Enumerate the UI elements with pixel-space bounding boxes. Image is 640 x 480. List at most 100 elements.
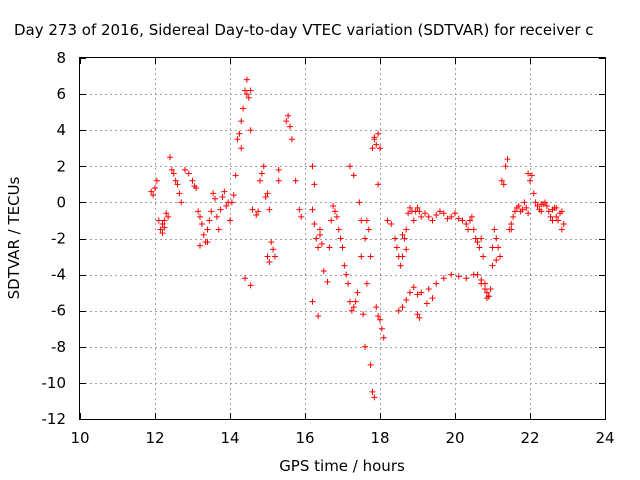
data-point	[502, 163, 509, 170]
data-point	[255, 208, 262, 215]
data-point	[362, 235, 368, 242]
data-point	[373, 304, 380, 311]
data-point	[403, 226, 410, 233]
data-point	[399, 231, 406, 238]
data-point	[311, 221, 318, 228]
data-point	[189, 177, 196, 184]
x-tick-label: 10	[70, 429, 89, 447]
data-point	[418, 213, 425, 220]
data-point	[315, 313, 322, 320]
data-point	[403, 246, 410, 253]
data-point	[245, 94, 252, 101]
data-point	[360, 311, 367, 318]
data-point	[478, 277, 485, 284]
data-point	[392, 235, 398, 242]
data-point	[407, 289, 413, 296]
data-point	[474, 239, 481, 246]
data-point	[510, 213, 517, 220]
data-point	[429, 295, 436, 302]
data-point	[491, 226, 498, 233]
data-point	[545, 208, 552, 215]
data-point	[365, 226, 372, 233]
data-point	[378, 325, 385, 332]
data-point	[204, 226, 211, 233]
data-point	[416, 314, 423, 321]
data-point	[292, 177, 299, 184]
data-point	[356, 199, 363, 206]
data-point	[553, 213, 560, 220]
data-point	[549, 217, 556, 224]
data-point	[347, 298, 353, 305]
data-point	[182, 166, 188, 173]
data-point	[155, 217, 162, 224]
x-tick-label: 22	[520, 429, 539, 447]
data-point	[459, 217, 466, 224]
data-point	[212, 195, 218, 202]
data-point	[288, 136, 295, 143]
data-point	[527, 177, 533, 184]
data-point	[410, 284, 417, 291]
data-point	[468, 213, 475, 220]
y-tick-label: 0	[56, 193, 66, 211]
data-point	[538, 208, 545, 215]
data-point	[178, 199, 185, 206]
data-point	[393, 244, 400, 251]
data-point	[384, 217, 391, 224]
data-point	[373, 141, 380, 148]
data-point	[238, 118, 245, 125]
data-point	[315, 244, 322, 251]
data-point	[309, 298, 316, 305]
data-point	[168, 166, 175, 173]
data-point	[213, 213, 220, 220]
data-point	[285, 112, 292, 119]
data-point	[363, 280, 370, 287]
data-point	[350, 172, 357, 179]
data-point	[330, 203, 337, 210]
data-point	[416, 208, 423, 215]
data-point	[223, 203, 230, 210]
data-point	[210, 190, 217, 197]
data-point	[534, 203, 541, 210]
data-point	[495, 244, 502, 251]
data-point	[493, 235, 500, 242]
data-point	[275, 177, 282, 184]
data-point	[348, 307, 355, 314]
data-point	[270, 246, 277, 253]
data-point	[262, 193, 269, 200]
data-point	[504, 156, 511, 163]
data-point	[371, 134, 378, 141]
data-point	[197, 242, 203, 249]
y-tick-label: -6	[51, 302, 66, 320]
data-point	[480, 253, 487, 260]
data-point	[287, 123, 293, 130]
data-point	[318, 240, 325, 247]
axis-ticks	[80, 58, 606, 420]
data-point	[200, 231, 207, 238]
data-point	[377, 145, 383, 152]
data-point	[309, 206, 316, 213]
data-point	[414, 311, 421, 318]
data-point	[345, 280, 352, 287]
data-point	[185, 170, 192, 177]
data-point	[547, 213, 554, 220]
data-point	[418, 289, 425, 296]
data-point	[165, 213, 172, 220]
data-point	[206, 217, 213, 224]
data-point	[204, 239, 211, 246]
data-point	[399, 304, 406, 311]
data-point	[243, 91, 250, 98]
data-point	[367, 253, 374, 260]
data-point	[333, 213, 340, 220]
data-point	[195, 208, 202, 215]
data-point	[377, 316, 383, 323]
data-point	[221, 188, 228, 195]
data-point	[521, 199, 528, 206]
data-point	[153, 177, 160, 184]
data-point	[558, 208, 565, 215]
data-point	[347, 163, 353, 170]
data-point	[532, 199, 539, 206]
x-tick-labels: 10 12 14 16 18 20 22 24	[70, 429, 614, 447]
data-point	[258, 170, 265, 177]
plot-frame	[79, 57, 606, 420]
x-tick-label: 24	[595, 429, 614, 447]
